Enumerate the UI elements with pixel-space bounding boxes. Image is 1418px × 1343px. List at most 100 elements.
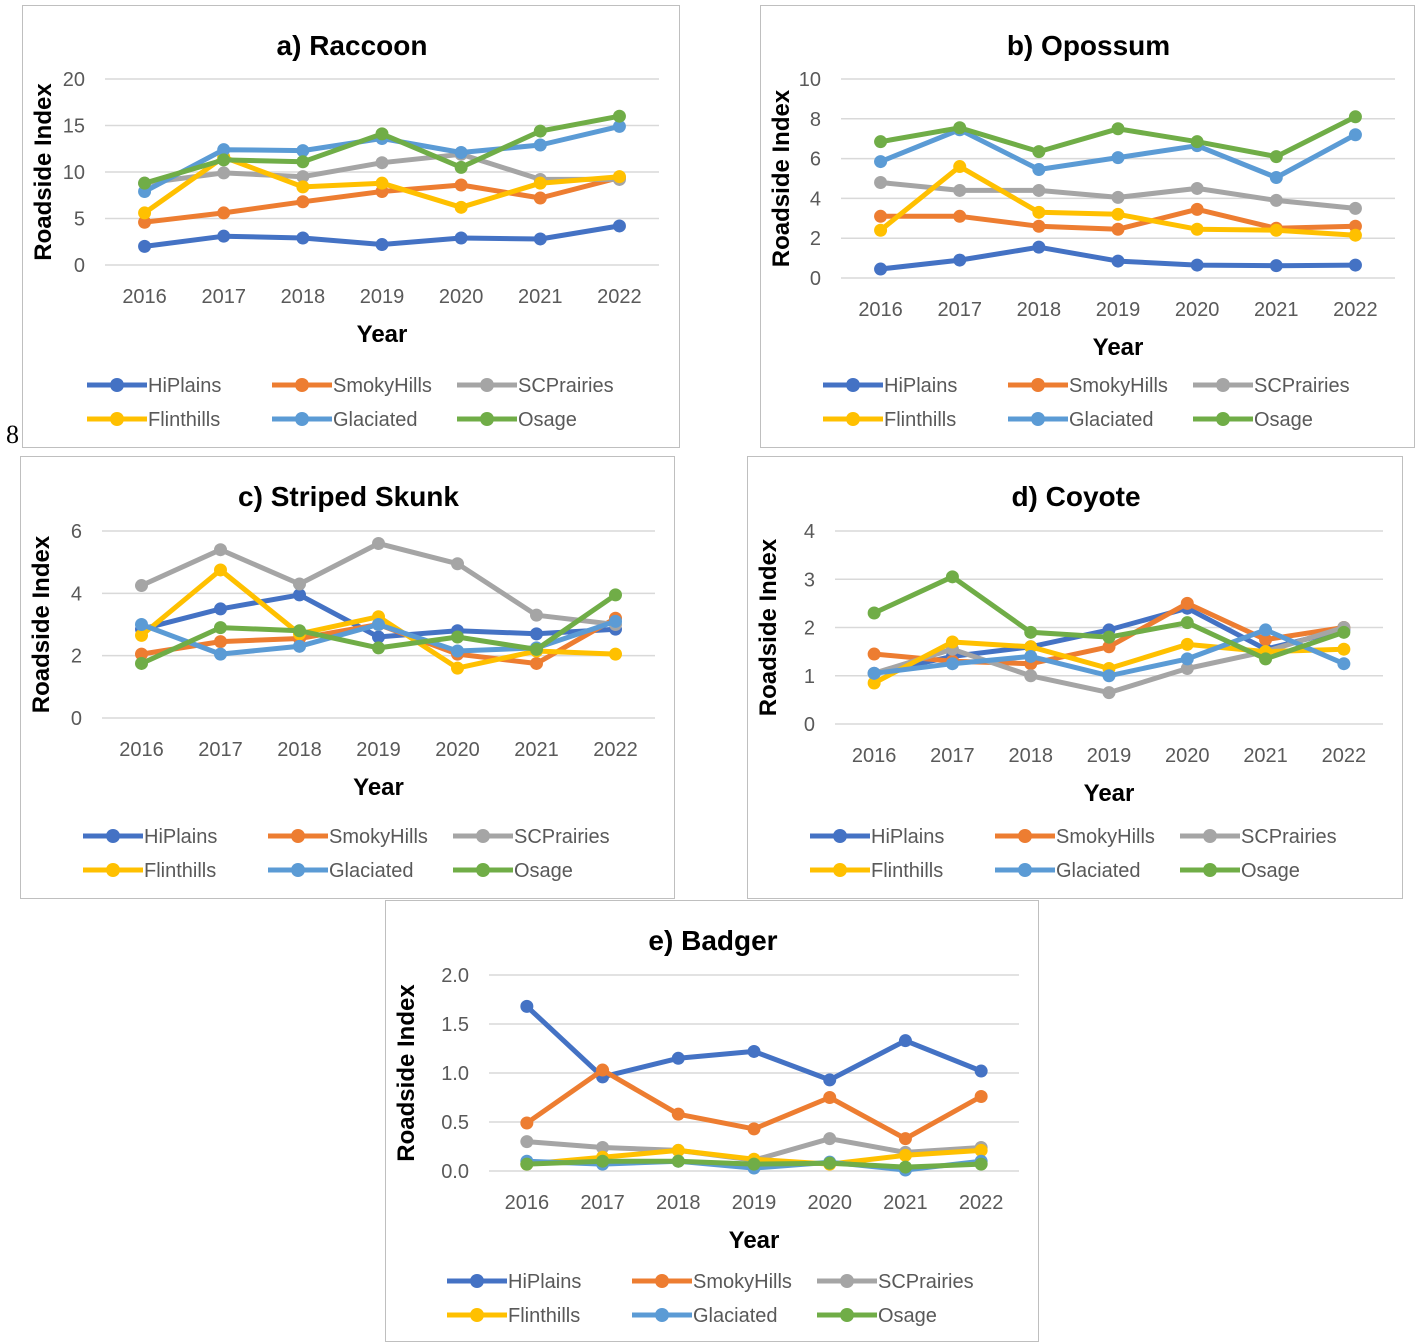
data-point-flinthills xyxy=(867,676,881,690)
x-tick-label: 2018 xyxy=(1017,299,1062,321)
y-tick-label: 2.0 xyxy=(441,965,469,987)
legend-label: SCPrairies xyxy=(1254,375,1350,397)
data-point-scprairies xyxy=(596,1140,610,1154)
x-tick-label: 2018 xyxy=(656,1192,701,1214)
data-point-glaciated xyxy=(135,618,148,631)
legend-label: Osage xyxy=(1241,860,1300,882)
legend-marker xyxy=(840,1274,854,1288)
chart-title: c) Striped Skunk xyxy=(238,481,459,512)
data-point-flinthills xyxy=(609,647,622,661)
data-point-osage xyxy=(823,1156,837,1170)
legend-label: Glaciated xyxy=(333,409,418,431)
opossum-chart-svg: b) Opossum 0 2 4 6 8 10 2016 2017 2018 2019 2020 202… xyxy=(768,30,1395,431)
data-point-smokyhills xyxy=(1111,222,1125,236)
x-tick-label: 2020 xyxy=(1165,745,1210,767)
data-point-scprairies xyxy=(823,1132,837,1146)
legend-marker xyxy=(480,378,494,392)
y-tick-label: 4 xyxy=(71,583,82,605)
y-tick-label: 0 xyxy=(804,714,815,736)
data-point-glaciated xyxy=(533,138,547,152)
data-point-hiplains xyxy=(1111,254,1125,268)
x-tick-label: 2019 xyxy=(356,739,401,761)
legend-label: SmokyHills xyxy=(1069,375,1168,397)
data-point-scprairies xyxy=(1102,686,1116,700)
x-tick-label: 2019 xyxy=(1087,745,1132,767)
data-point-osage xyxy=(1337,625,1351,639)
y-tick-label: 20 xyxy=(63,69,85,91)
legend-marker xyxy=(833,829,847,843)
data-point-smokyhills xyxy=(974,1090,988,1104)
data-point-smokyhills xyxy=(217,206,231,220)
y-axis-label: Roadside Index xyxy=(768,89,795,267)
legend-marker xyxy=(655,1274,669,1288)
data-point-glaciated xyxy=(867,666,881,680)
data-point-hiplains xyxy=(974,1064,988,1078)
series-line-hiplains xyxy=(524,1003,984,1083)
legend-label: Flinthills xyxy=(144,860,216,882)
data-point-smokyhills xyxy=(296,195,310,209)
legend-label: SCPrairies xyxy=(1241,826,1337,848)
data-point-smokyhills xyxy=(135,647,148,661)
data-point-osage xyxy=(293,624,306,638)
y-axis-label: Roadside Index xyxy=(393,984,420,1162)
data-point-flinthills xyxy=(612,170,626,184)
data-point-scprairies xyxy=(1190,181,1204,195)
data-point-glaciated xyxy=(1024,649,1038,663)
data-point-hiplains xyxy=(953,253,967,267)
legend-label: Osage xyxy=(514,860,573,882)
data-point-scprairies xyxy=(451,557,464,571)
legend-marker xyxy=(1031,412,1045,426)
data-point-flinthills xyxy=(1348,228,1362,242)
x-tick-label: 2016 xyxy=(505,1192,550,1214)
data-point-scprairies xyxy=(530,608,543,622)
data-point-glaciated xyxy=(451,644,464,658)
data-point-scprairies xyxy=(214,543,227,557)
data-point-scprairies xyxy=(1032,183,1046,197)
data-point-scprairies xyxy=(293,577,306,591)
x-tick-label: 2020 xyxy=(807,1192,852,1214)
x-tick-label: 2019 xyxy=(360,286,405,308)
y-tick-label: 3 xyxy=(804,569,815,591)
data-point-hiplains xyxy=(520,999,534,1013)
data-point-scprairies xyxy=(1024,669,1038,683)
y-tick-label: 2 xyxy=(804,618,815,640)
data-point-scprairies xyxy=(296,170,310,184)
data-point-flinthills xyxy=(1032,205,1046,219)
x-tick-label: 2017 xyxy=(937,299,982,321)
data-point-flinthills xyxy=(1190,222,1204,236)
chart-panel-coyote: d) Coyote 0 1 2 3 4 2016 2017 2018 2019 2020 2021 20… xyxy=(747,456,1403,899)
legend-label: Flinthills xyxy=(884,409,956,431)
data-point-osage xyxy=(530,642,543,656)
chart-title: d) Coyote xyxy=(1011,481,1140,512)
data-point-osage xyxy=(953,121,967,135)
legend-label: SCPrairies xyxy=(878,1271,974,1293)
data-point-smokyhills xyxy=(1180,596,1194,610)
y-tick-label: 10 xyxy=(799,69,821,91)
legend-label: Osage xyxy=(878,1305,937,1327)
x-tick-label: 2019 xyxy=(732,1192,777,1214)
data-point-glaciated xyxy=(1259,623,1273,637)
data-point-smokyhills xyxy=(1190,202,1204,216)
x-tick-label: 2018 xyxy=(281,286,326,308)
data-point-osage xyxy=(974,1157,988,1171)
data-point-osage xyxy=(596,1154,610,1168)
data-point-glaciated xyxy=(1111,151,1125,165)
data-point-smokyhills xyxy=(454,178,468,192)
data-point-flinthills xyxy=(974,1143,988,1157)
legend-marker xyxy=(840,1308,854,1322)
data-point-scprairies xyxy=(1180,662,1194,676)
x-tick-label: 2019 xyxy=(1096,299,1141,321)
data-point-glaciated xyxy=(1180,652,1194,666)
data-point-smokyhills xyxy=(867,647,881,661)
data-point-smokyhills xyxy=(874,209,888,223)
data-point-osage xyxy=(671,1154,685,1168)
legend-marker xyxy=(1216,412,1230,426)
legend-label: HiPlains xyxy=(884,375,957,397)
data-point-flinthills xyxy=(898,1148,912,1162)
data-point-hiplains xyxy=(1032,240,1046,254)
legend-label: Flinthills xyxy=(871,860,943,882)
y-tick-label: 1.0 xyxy=(441,1063,469,1085)
data-point-glaciated xyxy=(454,145,468,159)
data-point-osage xyxy=(1111,122,1125,136)
x-tick-label: 2016 xyxy=(858,299,903,321)
